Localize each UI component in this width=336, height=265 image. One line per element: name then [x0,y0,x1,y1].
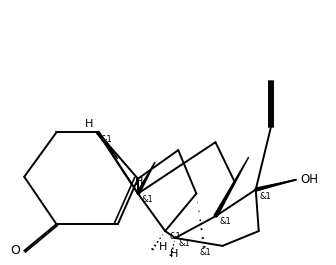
Text: &1: &1 [142,195,154,204]
Text: O: O [10,244,20,257]
Text: &1: &1 [169,232,181,241]
Text: OH: OH [301,173,319,186]
Text: &1: &1 [200,248,211,257]
Text: H: H [159,242,168,252]
Text: &1: &1 [178,239,190,248]
Polygon shape [214,157,249,217]
Text: H: H [134,177,143,187]
Polygon shape [137,162,155,194]
Text: &1: &1 [101,135,113,144]
Polygon shape [96,131,118,159]
Text: H: H [169,249,178,259]
Text: H: H [84,119,93,129]
Polygon shape [255,180,296,191]
Text: &1: &1 [219,217,231,226]
Text: &1: &1 [260,192,271,201]
